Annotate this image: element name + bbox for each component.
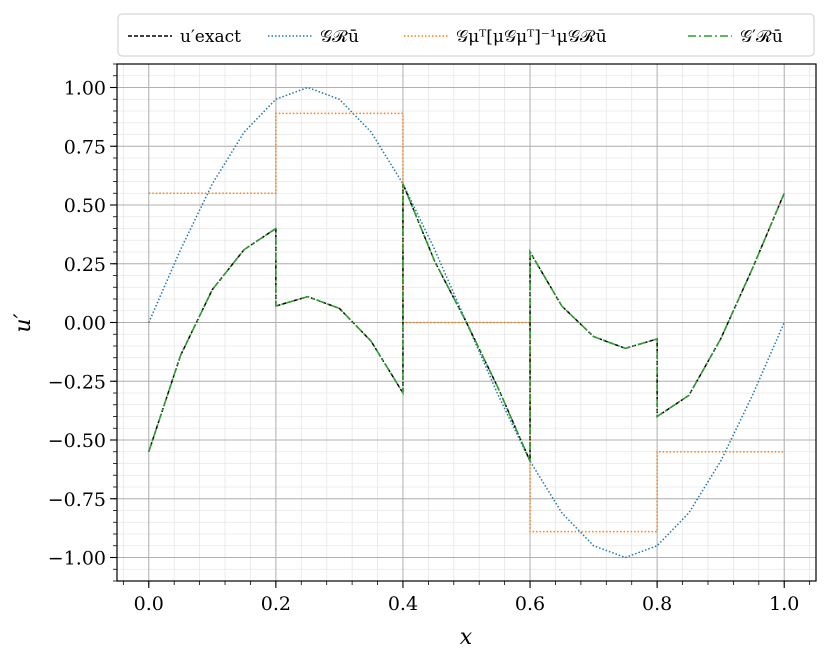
y-tick-label: 1.00 (64, 78, 106, 100)
legend-box (117, 13, 815, 57)
y-tick-label: −0.75 (48, 489, 106, 511)
y-tick-label: −0.25 (48, 371, 106, 393)
y-tick-label: 0.75 (64, 136, 106, 158)
y-tick-label: −1.00 (48, 548, 106, 570)
y-axis-title: u′ (11, 313, 36, 332)
series-line-3 (148, 183, 785, 462)
y-tick-label: 0.00 (64, 313, 106, 335)
legend-label-gprime: 𝒢′ℛū (740, 27, 783, 47)
y-tick-label: 0.25 (64, 254, 106, 276)
x-tick-label: 0.8 (642, 593, 672, 615)
y-tick-label: −0.50 (48, 430, 106, 452)
x-axis-title: x (460, 625, 473, 650)
x-tick-label: 1.0 (769, 593, 799, 615)
axis-ticks: 0.0 0.2 0.4 0.6 0.8 1.0 1.00 0.75 0.50 0.25 0.00 −0… (48, 63, 811, 615)
x-tick-label: 0.2 (261, 593, 291, 615)
legend-label-exact: u′exact (180, 27, 241, 47)
legend-label-projection: 𝒢μᵀ[μ𝒢μᵀ]⁻¹μ𝒢ℛū (456, 27, 607, 47)
series-layer (148, 86, 785, 559)
legend-label-gru: 𝒢ℛū (320, 27, 359, 47)
y-tick-label: 0.50 (64, 195, 106, 217)
x-tick-label: 0.4 (388, 593, 418, 615)
x-tick-label: 0.6 (515, 593, 545, 615)
legend: u′exact 𝒢ℛū 𝒢μᵀ[μ𝒢μᵀ]⁻¹μ𝒢ℛū 𝒢′ℛū (117, 13, 815, 57)
x-tick-label: 0.0 (134, 593, 164, 615)
